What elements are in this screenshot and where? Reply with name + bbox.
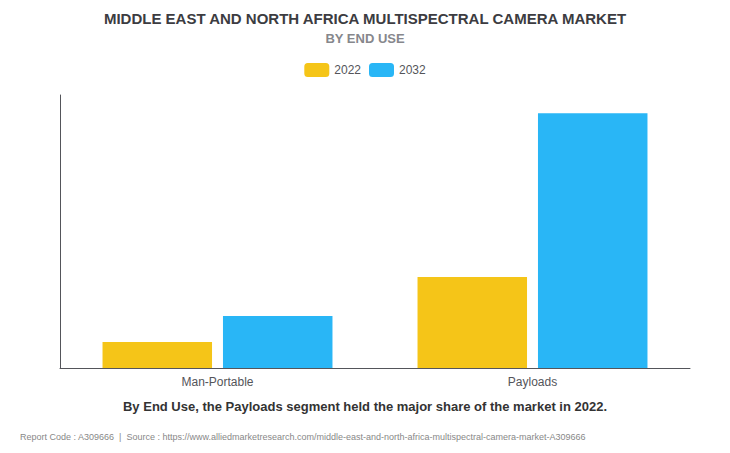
svg-text:Payloads: Payloads [508,375,557,389]
svg-text:2022: 2022 [334,63,361,77]
svg-text:BY END USE: BY END USE [325,31,405,46]
svg-text:By End Use, the Payloads segme: By End Use, the Payloads segment held th… [123,399,607,414]
svg-text:Report Code : A309666 | Sour: Report Code : A309666 | Source : https:/… [20,432,586,442]
svg-text:2032: 2032 [399,63,426,77]
svg-text:Man-Portable: Man-Portable [181,375,253,389]
svg-text:MIDDLE EAST AND NORTH AFRICA M: MIDDLE EAST AND NORTH AFRICA MULTISPECTR… [104,10,626,27]
